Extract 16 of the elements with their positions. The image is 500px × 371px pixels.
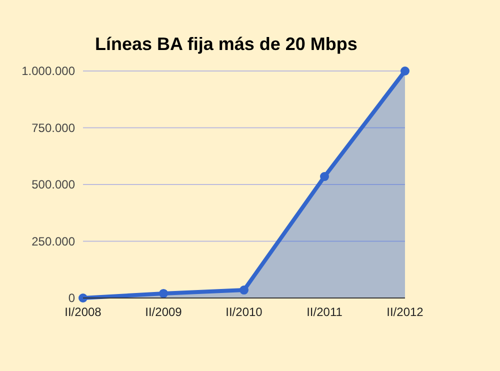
point [78, 294, 88, 302]
y-tick-label: 1.000.000 [22, 64, 76, 78]
y-tick-label: 500.000 [32, 178, 76, 192]
x-tick-label: II/2012 [386, 305, 424, 319]
x-tick-label: II/2011 [306, 305, 343, 319]
x-tick-label: II/2008 [64, 305, 102, 319]
chart-title: Líneas BA fija más de 20 Mbps [95, 34, 358, 54]
point [159, 288, 168, 298]
x-tick-label: II/2009 [145, 305, 182, 319]
point [240, 286, 248, 295]
point [400, 66, 410, 76]
y-tick-label: 0 [68, 291, 76, 306]
y-tick-label: 250.000 [32, 234, 76, 248]
point [320, 172, 329, 182]
y-tick-label: 750.000 [32, 120, 76, 135]
x-tick-label: II/2010 [226, 305, 263, 319]
